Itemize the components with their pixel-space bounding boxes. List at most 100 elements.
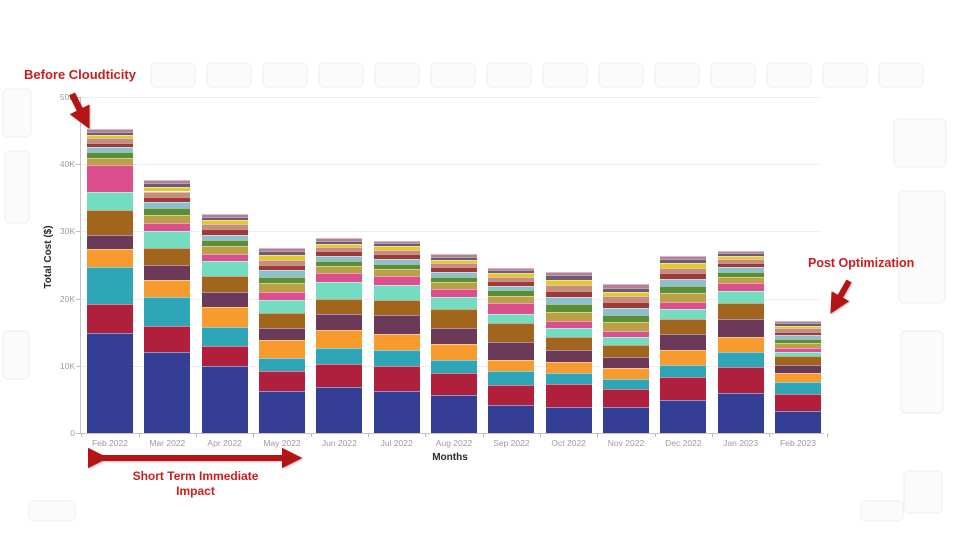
segment-khaki — [144, 214, 191, 224]
segment-tan — [373, 250, 420, 255]
gridline — [80, 231, 820, 233]
segment-yellow — [259, 255, 305, 260]
post-optimization-arrow — [830, 279, 852, 314]
segment-orange — [603, 367, 649, 379]
segment-khaki — [431, 281, 477, 289]
segment-khaki — [603, 321, 649, 331]
segment-navy — [87, 332, 133, 433]
segment-maroon — [87, 142, 133, 148]
bar-sep-2022 — [488, 97, 535, 433]
segment-pink — [87, 164, 133, 192]
segment-slate — [431, 256, 477, 260]
segment-tan — [316, 247, 363, 252]
segment-tan — [660, 267, 707, 274]
segment-navy — [603, 406, 649, 433]
short-term-impact-line2: Impact — [176, 483, 215, 498]
segment-navy — [259, 391, 305, 433]
segment-slate — [660, 258, 707, 263]
segment-yellow — [660, 262, 707, 268]
segment-yellow — [488, 273, 535, 277]
segment-yellow — [431, 259, 477, 264]
segment-mint — [775, 351, 821, 356]
x-tick-label: Oct 2022 — [551, 438, 586, 448]
segment-brown — [660, 318, 707, 335]
segment-teal — [603, 378, 649, 389]
segment-mint — [488, 314, 535, 323]
segment-crimson — [87, 303, 133, 333]
segment-maroon — [201, 229, 248, 235]
watermark-shape — [486, 62, 532, 88]
segment-green — [373, 263, 420, 270]
segment-pink — [144, 223, 191, 232]
segment-light-blue — [144, 202, 191, 209]
y-axis-title: Total Cost ($) — [43, 225, 54, 289]
x-tick-mark — [654, 433, 656, 437]
segment-light-blue — [545, 297, 592, 305]
x-tick-mark — [540, 433, 541, 437]
segment-navy — [545, 406, 592, 433]
segment-brown — [144, 248, 191, 265]
segment-mint — [431, 296, 477, 310]
segment-crimson — [660, 377, 707, 401]
before-cloudticity-label: Before Cloudticity — [24, 67, 136, 82]
segment-plum — [488, 341, 535, 360]
segment-teal — [545, 373, 592, 384]
segment-rose — [603, 284, 649, 288]
segment-rose — [660, 255, 707, 259]
y-axis-line — [80, 97, 81, 433]
x-tick-label: Dec 2022 — [665, 438, 702, 448]
segment-crimson — [316, 363, 363, 388]
segment-pink — [660, 301, 707, 310]
segment-light-blue — [717, 267, 764, 272]
segment-mint — [201, 260, 248, 277]
segment-light-blue — [259, 270, 305, 277]
segment-rose — [431, 254, 477, 257]
segment-yellow — [603, 291, 649, 297]
segment-tan — [431, 263, 477, 268]
segment-orange — [373, 333, 420, 351]
segment-slate — [144, 183, 191, 188]
segment-rose — [316, 238, 363, 241]
watermark-shape — [898, 190, 946, 304]
bar-oct-2022 — [545, 97, 592, 433]
segment-brown — [373, 299, 420, 315]
segment-pink — [488, 302, 535, 315]
segment-rose — [717, 250, 764, 254]
segment-maroon — [660, 273, 707, 280]
segment-khaki — [775, 342, 821, 349]
segment-maroon — [259, 264, 305, 271]
segment-plum — [87, 234, 133, 249]
segment-pink — [316, 273, 363, 283]
y-tick-label: 40K — [59, 159, 75, 170]
segment-pink — [603, 330, 649, 337]
segment-pink — [775, 348, 821, 352]
watermark-shape — [903, 470, 943, 514]
x-tick-label: Aug 2022 — [435, 438, 473, 448]
watermark-shape — [710, 62, 756, 88]
segment-light-blue — [87, 147, 133, 153]
segment-crimson — [775, 394, 821, 411]
segment-rose — [488, 267, 535, 271]
watermark-shape — [318, 62, 364, 88]
segment-rose — [201, 213, 248, 217]
segment-rose — [144, 180, 191, 184]
segment-maroon — [144, 196, 191, 203]
segment-orange — [431, 344, 477, 360]
segment-khaki — [660, 292, 707, 302]
x-tick-mark — [196, 433, 197, 437]
segment-green — [201, 240, 248, 247]
segment-brown — [775, 355, 821, 366]
segment-maroon — [316, 251, 363, 256]
watermark-shape — [2, 88, 32, 138]
segment-slate — [717, 253, 764, 257]
segment-pink — [201, 254, 248, 261]
segment-plum — [717, 319, 764, 337]
segment-khaki — [545, 311, 592, 322]
segment-orange — [259, 339, 305, 359]
segment-teal — [259, 358, 305, 372]
segment-slate — [603, 287, 649, 292]
y-tick-mark — [76, 231, 80, 233]
segment-slate — [316, 240, 363, 244]
bar-feb-2022 — [87, 97, 133, 433]
segment-slate — [545, 275, 592, 280]
